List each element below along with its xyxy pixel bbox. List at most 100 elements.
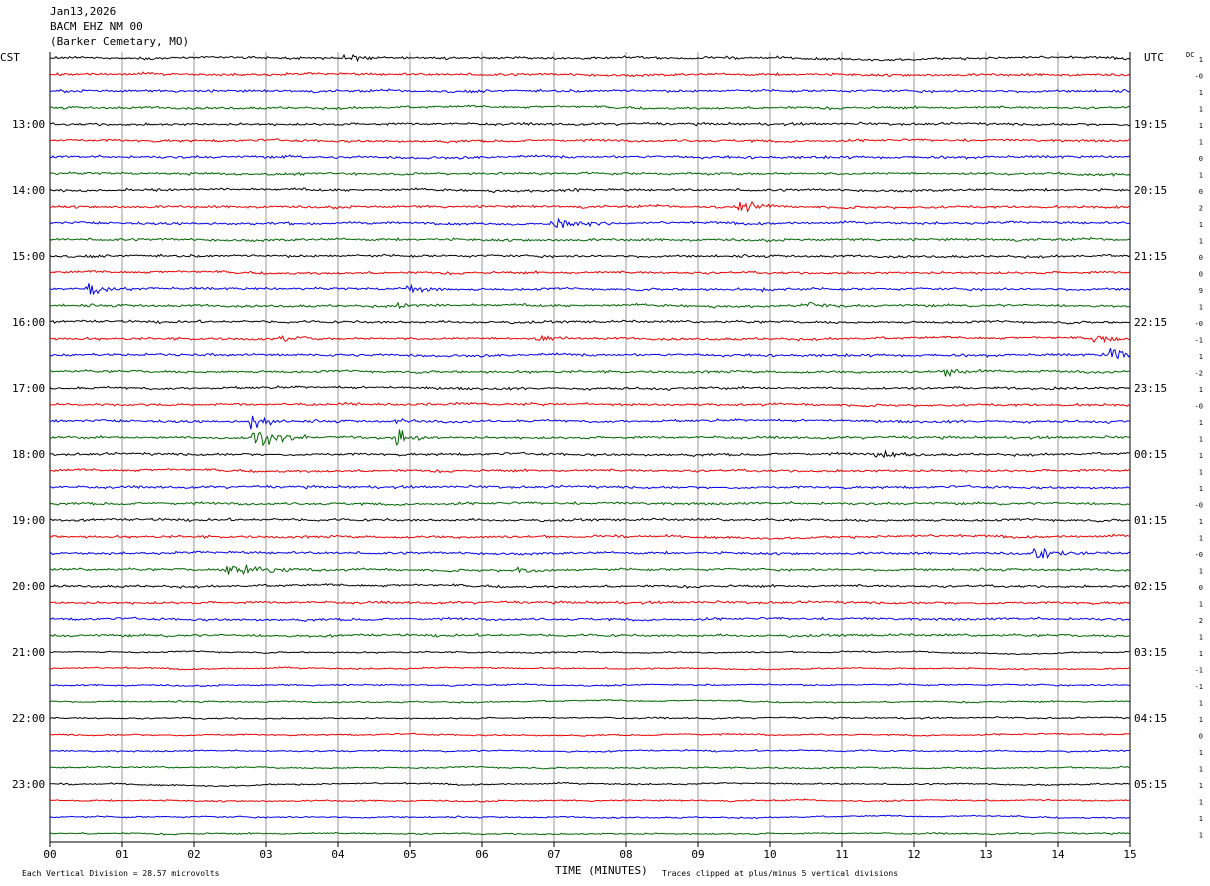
dc-offset-label: 1 <box>1199 700 1203 708</box>
dc-offset-label: -0 <box>1195 73 1203 81</box>
trace-line <box>49 171 1131 177</box>
right-hour-label: 02:15 <box>1134 580 1167 593</box>
dc-offset-label: 1 <box>1199 221 1203 229</box>
x-tick-label: 06 <box>475 848 488 861</box>
dc-offset-label: 1 <box>1199 469 1203 477</box>
right-hour-label: 21:15 <box>1134 250 1167 263</box>
trace-line <box>49 368 1131 378</box>
trace-line <box>49 649 1130 656</box>
dc-offset-label: -1 <box>1195 667 1203 675</box>
x-tick-label: 14 <box>1051 848 1065 861</box>
x-tick-label: 01 <box>115 848 128 861</box>
side-labels: CST UTC DC 13:00 14:00 15:00 16:00 17:00 18:0… <box>0 51 1203 840</box>
trace-line <box>49 301 1131 310</box>
dc-offset-label: 1 <box>1199 106 1203 114</box>
dc-offset-label: 0 <box>1199 733 1203 741</box>
right-zone-label: UTC <box>1144 51 1164 64</box>
left-hour-label: 13:00 <box>12 118 45 131</box>
dc-offset-label: 1 <box>1199 568 1203 576</box>
dc-offset-label: 1 <box>1199 122 1203 130</box>
x-tick-label: 08 <box>619 848 632 861</box>
dc-offset-label: 0 <box>1199 155 1203 163</box>
trace-line <box>49 429 1131 447</box>
dc-offset-label: 1 <box>1199 518 1203 526</box>
dc-offset-label: 1 <box>1199 634 1203 642</box>
x-tick-label: 07 <box>547 848 560 861</box>
dc-offset-label: 1 <box>1199 485 1203 493</box>
trace-line <box>49 632 1131 638</box>
trace-line <box>50 71 1131 78</box>
dc-offset-label: -1 <box>1195 683 1203 691</box>
trace-line <box>49 269 1131 276</box>
trace-group <box>49 53 1131 836</box>
trace-line <box>49 88 1131 94</box>
trace-line <box>49 600 1131 605</box>
trace-line <box>49 732 1131 737</box>
dc-offset-label: -0 <box>1195 320 1203 328</box>
trace-line <box>49 749 1131 753</box>
x-tick-label: 02 <box>187 848 200 861</box>
trace-line <box>49 500 1131 507</box>
time-axis: 00 01 02 03 04 05 06 07 08 09 10 11 12 13 14 15 <box>43 841 1137 861</box>
x-tick-label: 13 <box>979 848 992 861</box>
right-hour-label: 04:15 <box>1134 712 1167 725</box>
dc-offset-label: 1 <box>1199 535 1203 543</box>
x-tick-label: 11 <box>835 848 848 861</box>
dc-offset-label: 1 <box>1199 304 1203 312</box>
header-location: (Barker Cemetary, MO) <box>50 35 190 48</box>
trace-line <box>49 154 1131 160</box>
trace-line <box>49 517 1131 523</box>
x-tick-label: 09 <box>691 848 704 861</box>
clip-note: Traces clipped at plus/minus 5 vertical … <box>662 869 898 878</box>
dc-offset-label: 1 <box>1199 419 1203 427</box>
dc-offset-label: 1 <box>1199 716 1203 724</box>
left-hour-label: 23:00 <box>12 778 45 791</box>
trace-line <box>49 798 1131 803</box>
right-hour-label: 01:15 <box>1134 514 1167 527</box>
dc-offset-label: 0 <box>1199 254 1203 262</box>
dc-offset-label: 1 <box>1199 452 1203 460</box>
header-station: BACM EHZ NM 00 <box>50 20 143 33</box>
dc-offset-label: 0 <box>1199 271 1203 279</box>
trace-line <box>49 765 1131 770</box>
trace-line <box>49 666 1131 671</box>
dc-offset-label: 1 <box>1199 386 1203 394</box>
minute-grid <box>49 52 1131 842</box>
dc-offset-label: -0 <box>1195 551 1203 559</box>
trace-line <box>49 283 1131 296</box>
dc-offset-label: 1 <box>1199 815 1203 823</box>
x-tick-label: 10 <box>763 848 776 861</box>
trace-line <box>49 217 1131 229</box>
dc-offset-label: 1 <box>1199 436 1203 444</box>
trace-line <box>49 547 1131 559</box>
x-axis-title: TIME (MINUTES) <box>555 864 648 877</box>
trace-line <box>50 319 1131 325</box>
x-tick-label: 15 <box>1123 848 1136 861</box>
scale-note: Each Vertical Division = 28.57 microvolt… <box>22 869 220 878</box>
dc-offset-label: 0 <box>1199 584 1203 592</box>
dc-offset-label: 1 <box>1199 650 1203 658</box>
trace-line <box>49 682 1131 688</box>
right-hour-label: 20:15 <box>1134 184 1167 197</box>
trace-line <box>49 104 1131 111</box>
x-tick-label: 12 <box>907 848 920 861</box>
trace-line <box>49 781 1131 788</box>
trace-line <box>49 699 1131 704</box>
dc-offset-label: 1 <box>1199 782 1203 790</box>
trace-line <box>49 200 1131 213</box>
dc-offset-label: 2 <box>1199 205 1203 213</box>
trace-line <box>49 53 1131 63</box>
x-tick-label: 03 <box>259 848 272 861</box>
dc-offset-label: 0 <box>1199 188 1203 196</box>
trace-line <box>49 533 1130 541</box>
trace-line <box>49 716 1131 720</box>
x-tick-label: 05 <box>403 848 416 861</box>
left-hour-label: 22:00 <box>12 712 45 725</box>
left-hour-label: 14:00 <box>12 184 45 197</box>
left-hour-label: 20:00 <box>12 580 45 593</box>
trace-line <box>49 831 1131 836</box>
trace-line <box>49 564 1131 576</box>
trace-line <box>49 347 1131 360</box>
left-hour-label: 19:00 <box>12 514 45 527</box>
